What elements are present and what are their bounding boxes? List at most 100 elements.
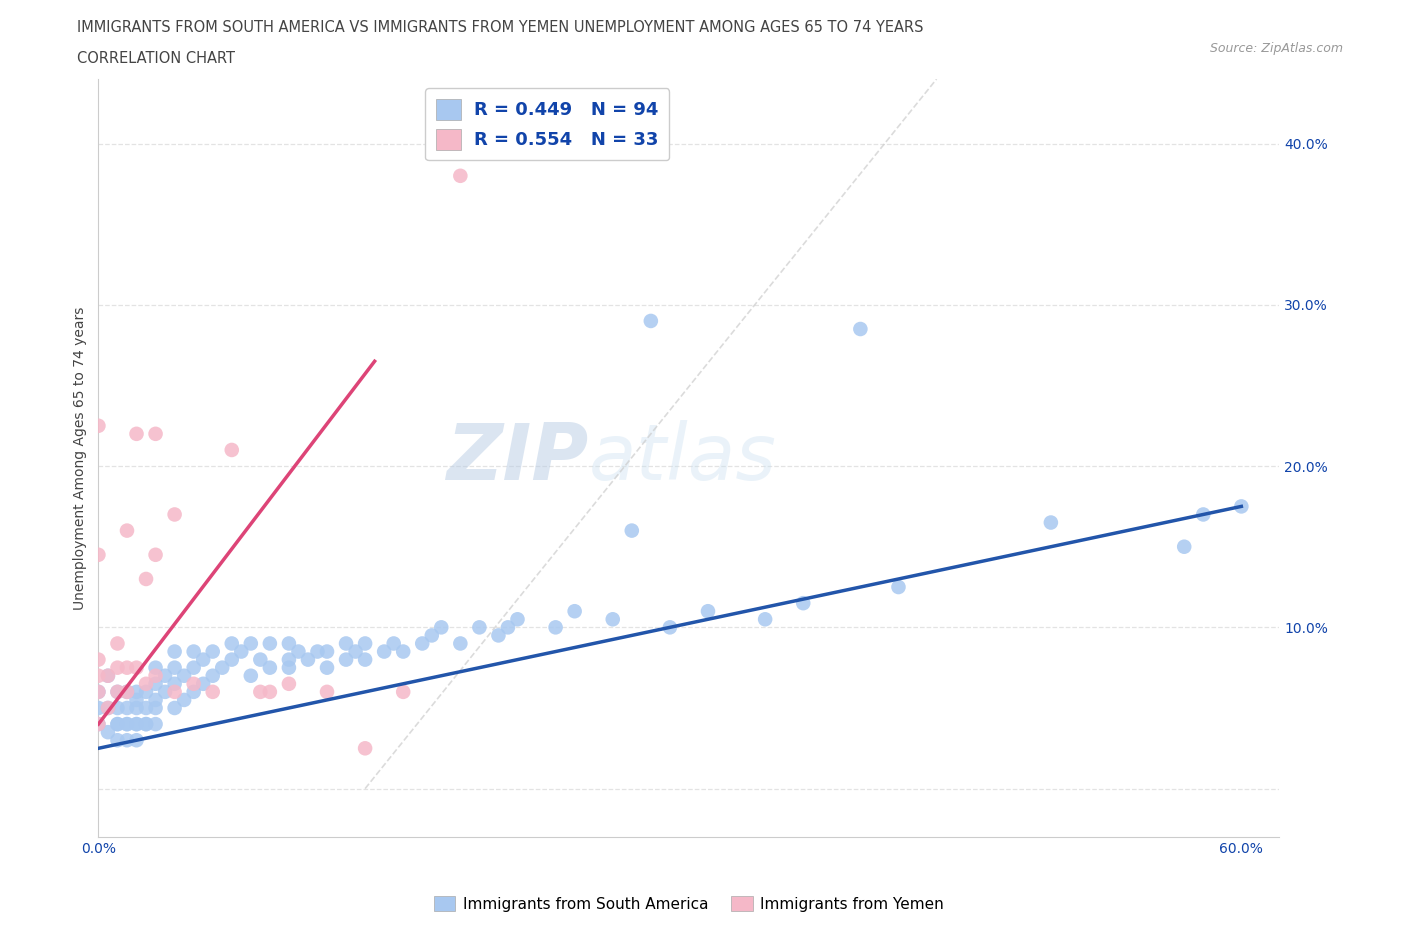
- Point: [316, 684, 339, 699]
- Point: [115, 684, 138, 699]
- Point: [468, 620, 491, 635]
- Point: [115, 684, 138, 699]
- Text: Source: ZipAtlas.com: Source: ZipAtlas.com: [1209, 42, 1343, 55]
- Point: [183, 660, 205, 675]
- Point: [544, 620, 567, 635]
- Point: [163, 644, 186, 659]
- Point: [496, 620, 519, 635]
- Point: [97, 669, 120, 684]
- Point: [153, 684, 176, 699]
- Point: [87, 684, 110, 699]
- Text: IMMIGRANTS FROM SOUTH AMERICA VS IMMIGRANTS FROM YEMEN UNEMPLOYMENT AMONG AGES 6: IMMIGRANTS FROM SOUTH AMERICA VS IMMIGRA…: [77, 20, 924, 35]
- Point: [183, 684, 205, 699]
- Point: [163, 676, 186, 691]
- Point: [125, 733, 148, 748]
- Point: [115, 717, 138, 732]
- Point: [287, 644, 309, 659]
- Point: [373, 644, 395, 659]
- Point: [449, 636, 471, 651]
- Point: [249, 684, 271, 699]
- Point: [115, 660, 138, 675]
- Point: [145, 717, 167, 732]
- Point: [201, 644, 224, 659]
- Point: [135, 684, 157, 699]
- Point: [125, 426, 148, 441]
- Point: [107, 660, 129, 675]
- Point: [153, 669, 176, 684]
- Point: [145, 426, 167, 441]
- Point: [125, 684, 148, 699]
- Point: [107, 684, 129, 699]
- Point: [135, 700, 157, 715]
- Point: [125, 717, 148, 732]
- Point: [173, 693, 195, 708]
- Point: [658, 620, 681, 635]
- Point: [297, 652, 319, 667]
- Point: [307, 644, 329, 659]
- Point: [754, 612, 776, 627]
- Point: [163, 684, 186, 699]
- Point: [506, 612, 529, 627]
- Point: [849, 322, 872, 337]
- Point: [107, 717, 129, 732]
- Point: [316, 644, 339, 659]
- Point: [87, 684, 110, 699]
- Point: [277, 636, 299, 651]
- Point: [259, 636, 281, 651]
- Point: [602, 612, 624, 627]
- Point: [221, 443, 243, 458]
- Point: [135, 717, 157, 732]
- Legend: R = 0.449   N = 94, R = 0.554   N = 33: R = 0.449 N = 94, R = 0.554 N = 33: [425, 88, 669, 161]
- Point: [697, 604, 720, 618]
- Point: [488, 628, 510, 643]
- Point: [430, 620, 453, 635]
- Point: [277, 652, 299, 667]
- Point: [1192, 507, 1215, 522]
- Point: [221, 636, 243, 651]
- Point: [344, 644, 367, 659]
- Point: [97, 700, 120, 715]
- Point: [87, 700, 110, 715]
- Point: [115, 733, 138, 748]
- Point: [87, 652, 110, 667]
- Point: [239, 636, 262, 651]
- Point: [115, 717, 138, 732]
- Point: [163, 660, 186, 675]
- Point: [107, 717, 129, 732]
- Point: [1230, 499, 1253, 514]
- Point: [135, 676, 157, 691]
- Point: [231, 644, 253, 659]
- Point: [316, 660, 339, 675]
- Point: [201, 669, 224, 684]
- Point: [163, 507, 186, 522]
- Point: [107, 700, 129, 715]
- Point: [125, 717, 148, 732]
- Point: [87, 418, 110, 433]
- Point: [792, 596, 814, 611]
- Point: [145, 700, 167, 715]
- Point: [201, 684, 224, 699]
- Point: [87, 717, 110, 732]
- Point: [87, 717, 110, 732]
- Point: [145, 548, 167, 563]
- Point: [87, 669, 110, 684]
- Point: [620, 524, 643, 538]
- Point: [135, 717, 157, 732]
- Point: [145, 693, 167, 708]
- Point: [640, 313, 662, 328]
- Point: [193, 652, 215, 667]
- Point: [335, 636, 357, 651]
- Point: [354, 652, 377, 667]
- Point: [173, 669, 195, 684]
- Point: [564, 604, 586, 618]
- Point: [411, 636, 433, 651]
- Point: [125, 700, 148, 715]
- Text: ZIP: ZIP: [446, 420, 589, 496]
- Point: [145, 669, 167, 684]
- Point: [211, 660, 233, 675]
- Point: [125, 693, 148, 708]
- Point: [277, 676, 299, 691]
- Point: [1039, 515, 1062, 530]
- Point: [335, 652, 357, 667]
- Point: [887, 579, 910, 594]
